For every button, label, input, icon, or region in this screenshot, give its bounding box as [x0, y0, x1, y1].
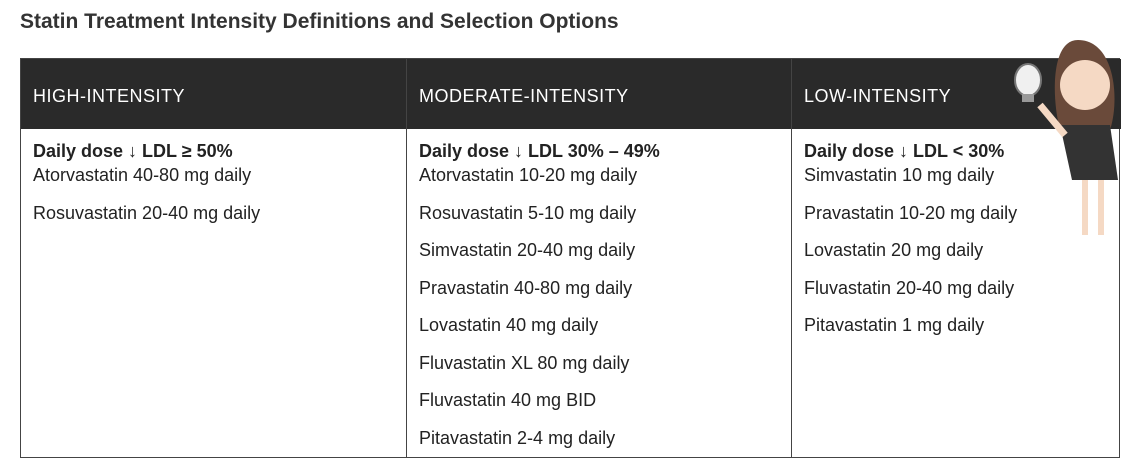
column-header: MODERATE-INTENSITY [407, 59, 791, 129]
column: MODERATE-INTENSITY Daily dose ↓ LDL 30% –… [406, 59, 791, 457]
title: Statin Treatment Intensity Definitions a… [20, 10, 619, 33]
dose-item: Lovastatin 40 mg daily [419, 315, 599, 335]
column-header: HIGH-INTENSITY [21, 59, 406, 129]
dose-item: Pitavastatin 1 mg daily [804, 315, 985, 335]
table: HIGH-INTENSITY Daily dose ↓ LDL ≥ 50% Ator… [20, 58, 1121, 458]
column-subheader: Daily dose ↓ LDL < 30% [804, 141, 1005, 161]
dose-item: Atorvastatin 40-80 mg daily [33, 165, 252, 185]
column: LOW-INTENSITY Daily dose ↓ LDL < 30% Simva… [791, 59, 1121, 457]
dose-item: Pravastatin 40-80 mg daily [419, 277, 633, 298]
dose-item: Pravastatin 10-20 mg daily [804, 202, 1018, 223]
dose-item: Atorvastatin 10-20 mg daily [419, 165, 638, 185]
dose-item: Rosuvastatin 20-40 mg daily [33, 202, 261, 223]
dose-item: Pitavastatin 2-4 mg daily [419, 427, 616, 448]
dose-item: Fluvastatin 40 mg BID [419, 390, 597, 410]
illustration [1014, 40, 1118, 235]
dose-item: Fluvastatin XL 80 mg daily [419, 352, 630, 373]
dose-item: Simvastatin 10 mg daily [804, 165, 995, 185]
column: HIGH-INTENSITY Daily dose ↓ LDL ≥ 50% Ator… [21, 59, 406, 457]
dose-item: Fluvastatin 20-40 mg daily [804, 277, 1015, 298]
dose-item: Simvastatin 20-40 mg daily [419, 240, 636, 260]
column-subheader: Daily dose ↓ LDL ≥ 50% [33, 141, 233, 161]
column-subheader: Daily dose ↓ LDL 30% – 49% [419, 141, 660, 161]
dose-item: Rosuvastatin 5-10 mg daily [419, 202, 637, 223]
dose-item: Lovastatin 20 mg daily [804, 240, 984, 260]
